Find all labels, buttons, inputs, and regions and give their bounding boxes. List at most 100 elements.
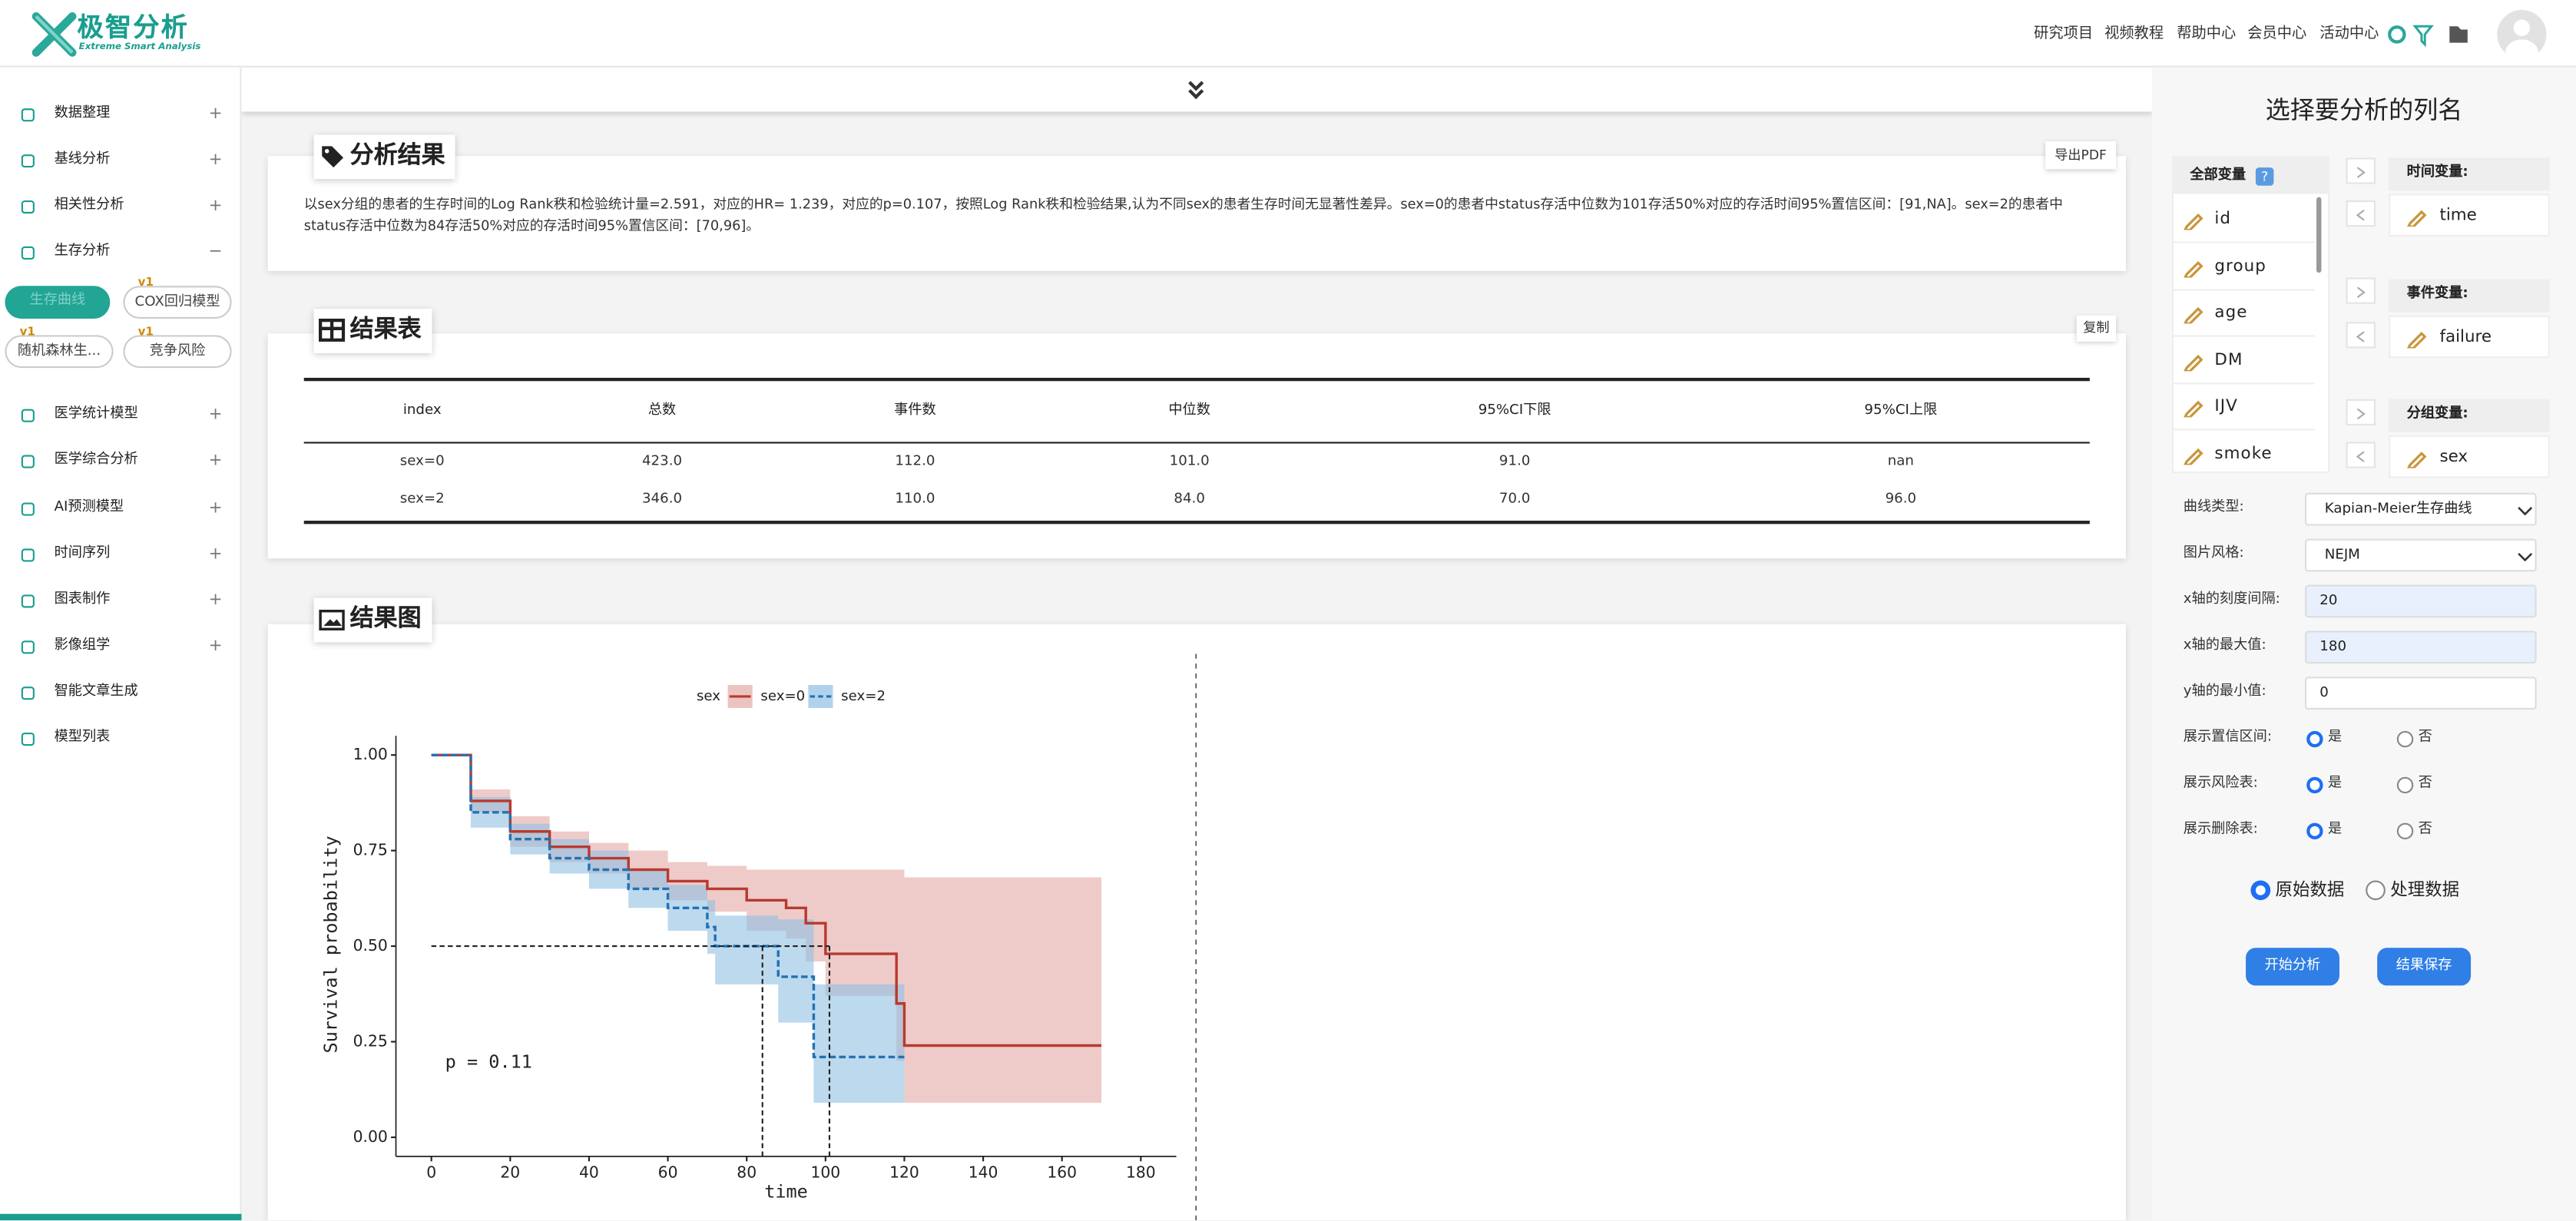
- x-tick-label: 120: [889, 1163, 919, 1181]
- target-value: sex: [2439, 448, 2468, 467]
- action-button[interactable]: 开始分析: [2246, 948, 2339, 986]
- variable-item[interactable]: group: [2214, 256, 2266, 276]
- km-chart: 0 20 40 60 80 100 120 140 160 180 0.00 0.25 0.50 0.75…: [312, 665, 1197, 1221]
- avatar[interactable]: [2497, 9, 2547, 60]
- radio[interactable]: [2306, 822, 2323, 840]
- table-header: 中位数: [1168, 402, 1210, 419]
- sub-button[interactable]: COX回归模型: [123, 286, 232, 319]
- sub-button[interactable]: 竞争风险: [123, 335, 232, 369]
- radio[interactable]: [2396, 822, 2414, 840]
- x-tick-label: 0: [426, 1163, 436, 1181]
- card-title-tag: 结果图: [313, 597, 432, 643]
- field-label: 曲线类型:: [2183, 499, 2244, 516]
- copy-button[interactable]: 复制: [2076, 315, 2117, 342]
- menu-label[interactable]: 影像组学: [54, 637, 111, 654]
- target-header: [2389, 399, 2550, 432]
- menu-toggle[interactable]: +: [208, 637, 223, 656]
- table-header: 95%CI下限: [1478, 402, 1551, 419]
- input-box[interactable]: 20: [2305, 584, 2537, 618]
- nav-link[interactable]: 帮助中心: [2177, 25, 2237, 42]
- variable-item[interactable]: DM: [2214, 351, 2243, 369]
- transfer-arrow[interactable]: [2346, 322, 2376, 349]
- radio-row-label: 展示风险表:: [2183, 775, 2258, 792]
- action-button[interactable]: 结果保存: [2377, 948, 2472, 986]
- transfer-arrow[interactable]: [2346, 157, 2376, 184]
- menu-label[interactable]: 医学统计模型: [54, 405, 138, 422]
- input-box[interactable]: 180: [2305, 630, 2537, 664]
- radio[interactable]: [2366, 880, 2386, 901]
- radio[interactable]: [2306, 776, 2323, 794]
- target-box[interactable]: failure: [2389, 314, 2550, 358]
- header: [0, 0, 2576, 68]
- y-tick-label: 0.50: [353, 936, 388, 955]
- export-pdf-button[interactable]: 导出PDF: [2045, 141, 2117, 170]
- menu-toggle[interactable]: −: [208, 243, 223, 262]
- input-box[interactable]: 0: [2305, 677, 2537, 710]
- menu-toggle[interactable]: +: [208, 545, 223, 564]
- nav-link[interactable]: 研究项目: [2034, 25, 2094, 42]
- table-rule: [303, 377, 2090, 382]
- transfer-arrow[interactable]: [2346, 442, 2376, 468]
- x-tick-label: 100: [810, 1163, 840, 1181]
- radio[interactable]: [2396, 730, 2414, 748]
- arrow-icon: [2356, 167, 2366, 178]
- menu-label[interactable]: 时间序列: [54, 545, 111, 562]
- sub-button[interactable]: 随机森林生...: [5, 335, 114, 369]
- menu-label[interactable]: 生存分析: [54, 243, 111, 260]
- table-rule: [303, 441, 2090, 443]
- menu-label[interactable]: 模型列表: [54, 729, 111, 746]
- menu-label[interactable]: 相关性分析: [54, 197, 124, 214]
- menu-toggle[interactable]: +: [208, 499, 223, 518]
- menu-toggle[interactable]: +: [208, 452, 223, 470]
- radio-option[interactable]: 否: [2418, 729, 2432, 746]
- menu-toggle[interactable]: +: [208, 591, 223, 610]
- select-box[interactable]: Kapian-Meier生存曲线: [2305, 492, 2537, 526]
- menu-toggle[interactable]: +: [208, 405, 223, 424]
- menu-label[interactable]: 医学综合分析: [54, 452, 138, 468]
- sub-button-active[interactable]: 生存曲线: [5, 286, 111, 319]
- variable-item[interactable]: age: [2214, 304, 2248, 323]
- x-tick-label: 80: [737, 1163, 757, 1181]
- card-title: 结果表: [349, 317, 422, 344]
- card-title: 结果图: [349, 607, 422, 634]
- menu-label[interactable]: 智能文章生成: [54, 683, 138, 700]
- variable-item[interactable]: id: [2214, 210, 2232, 229]
- transfer-arrow[interactable]: [2346, 200, 2376, 227]
- menu-toggle[interactable]: +: [208, 151, 223, 170]
- menu-label[interactable]: AI预测模型: [54, 499, 124, 516]
- collapse-bar[interactable]: [241, 67, 2153, 112]
- help-badge[interactable]: ?: [2255, 167, 2274, 186]
- radio-option[interactable]: 否: [2418, 775, 2432, 792]
- menu-label[interactable]: 数据整理: [54, 104, 111, 122]
- variable-item[interactable]: smoke: [2214, 445, 2273, 464]
- target-box[interactable]: sex: [2389, 435, 2550, 478]
- radio[interactable]: [2306, 730, 2323, 748]
- arrow-icon: [2356, 286, 2366, 299]
- menu-label[interactable]: 图表制作: [54, 591, 111, 608]
- menu-icon: [21, 455, 35, 468]
- variable-icon: [2407, 330, 2427, 348]
- menu-toggle[interactable]: +: [208, 197, 223, 216]
- radio-option[interactable]: 是: [2328, 775, 2343, 792]
- data-source-option[interactable]: 原始数据: [2275, 879, 2345, 900]
- radio-option[interactable]: 是: [2328, 821, 2343, 839]
- menu-toggle[interactable]: +: [208, 104, 223, 124]
- target-box[interactable]: time: [2389, 194, 2550, 237]
- variable-list-title: 全部变量: [2190, 167, 2247, 184]
- data-source-option[interactable]: 处理数据: [2390, 879, 2460, 900]
- transfer-arrow[interactable]: [2346, 399, 2376, 426]
- select-box[interactable]: NEJM: [2305, 538, 2537, 572]
- nav-link[interactable]: 会员中心: [2247, 25, 2307, 42]
- nav-link[interactable]: 活动中心: [2319, 25, 2379, 42]
- menu-label[interactable]: 基线分析: [54, 151, 111, 168]
- nav-link[interactable]: 视频教程: [2104, 25, 2164, 42]
- variable-item[interactable]: IJV: [2214, 398, 2238, 417]
- radio[interactable]: [2250, 880, 2271, 901]
- x-tick-label: 60: [658, 1163, 678, 1181]
- radio[interactable]: [2396, 776, 2414, 794]
- y-tick-label: 0.25: [353, 1032, 388, 1051]
- radio-option[interactable]: 否: [2418, 821, 2432, 839]
- variable-icon: [2184, 307, 2204, 324]
- radio-option[interactable]: 是: [2328, 729, 2343, 746]
- transfer-arrow[interactable]: [2346, 277, 2376, 304]
